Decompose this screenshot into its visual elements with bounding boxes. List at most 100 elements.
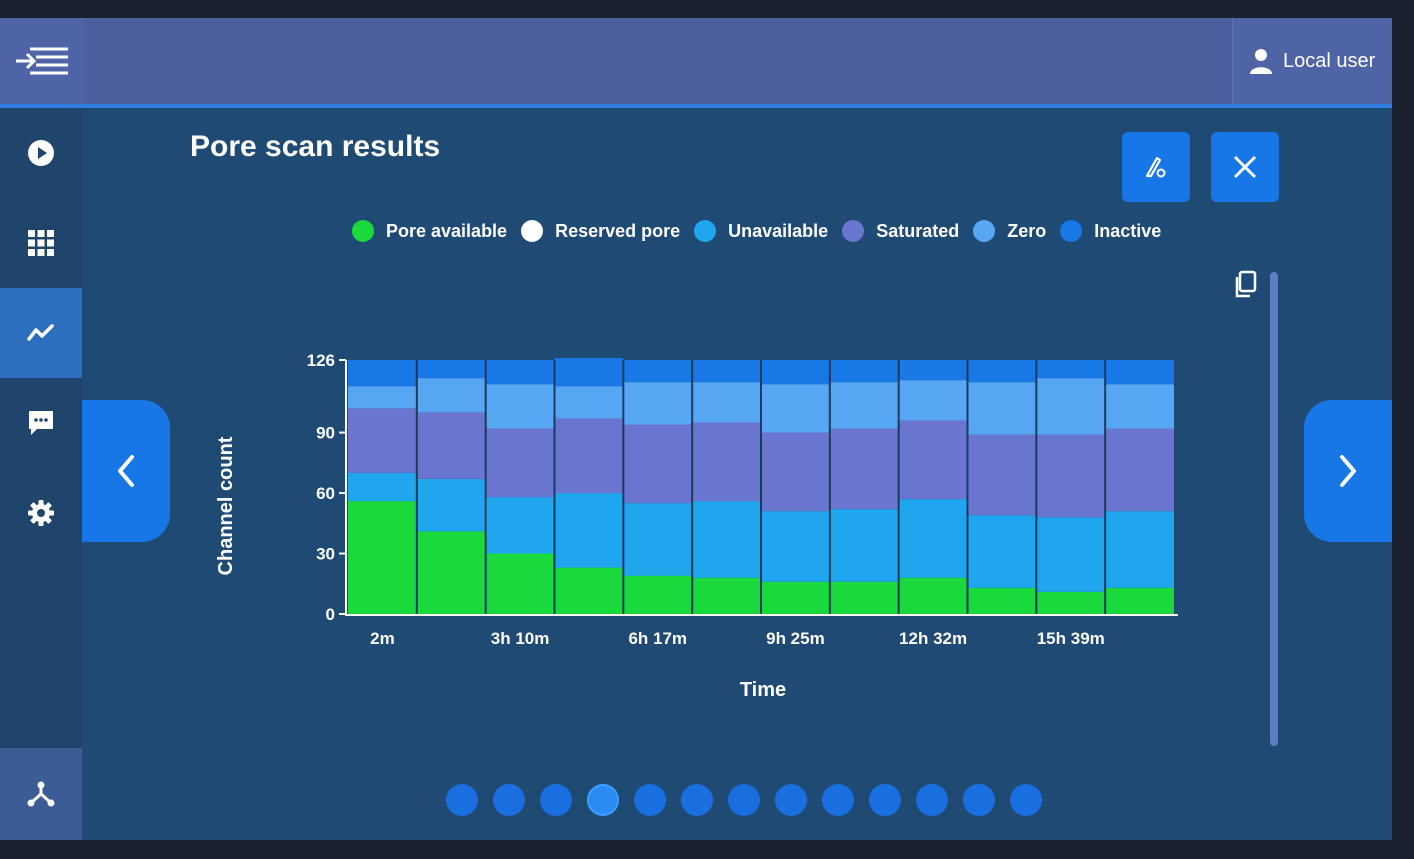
bar-segment[interactable]	[554, 567, 624, 614]
bar-segment[interactable]	[967, 434, 1037, 516]
bar-segment[interactable]	[1036, 378, 1106, 435]
bar-segment[interactable]	[898, 499, 968, 578]
bar-segment[interactable]	[554, 493, 624, 568]
bar-segment[interactable]	[692, 360, 761, 383]
scrollbar[interactable]	[1270, 272, 1278, 746]
bar-segment[interactable]	[416, 378, 486, 413]
page-dot[interactable]	[681, 784, 713, 816]
bar-segment[interactable]	[829, 509, 899, 582]
bar-segment[interactable]	[1105, 428, 1174, 512]
bar-segment[interactable]	[1036, 517, 1106, 592]
bar-segment[interactable]	[761, 511, 830, 582]
bar-segment[interactable]	[1105, 360, 1174, 385]
bar-segment[interactable]	[829, 428, 899, 510]
page-dot[interactable]	[728, 784, 760, 816]
bar-segment[interactable]	[348, 472, 417, 502]
bar-segment[interactable]	[692, 382, 761, 423]
sidebar-item-messages[interactable]	[0, 378, 82, 468]
close-button[interactable]	[1211, 132, 1279, 202]
previous-button[interactable]	[82, 400, 170, 542]
bar-segment[interactable]	[623, 503, 693, 576]
bar-segment[interactable]	[348, 408, 417, 473]
bar-segment[interactable]	[967, 360, 1037, 383]
bar-segment[interactable]	[967, 515, 1037, 588]
bar-segment[interactable]	[898, 380, 968, 421]
bar-segment[interactable]	[1036, 591, 1106, 614]
bar-segment[interactable]	[485, 384, 555, 429]
bar-segment[interactable]	[761, 581, 830, 614]
legend-item[interactable]: Unavailable	[694, 220, 828, 242]
page-dot[interactable]	[634, 784, 666, 816]
sidebar	[0, 108, 82, 840]
bar-segment[interactable]	[1105, 511, 1174, 588]
page-indicator	[446, 784, 1042, 816]
bar-segment[interactable]	[898, 420, 968, 500]
x-tick-label: 6h 17m	[628, 629, 687, 648]
page-dot[interactable]	[493, 784, 525, 816]
page-dot[interactable]	[775, 784, 807, 816]
bar-segment[interactable]	[485, 553, 555, 614]
bar-segment[interactable]	[967, 587, 1037, 614]
user-menu[interactable]: Local user	[1232, 18, 1392, 104]
sidebar-item-grid[interactable]	[0, 198, 82, 288]
x-tick-label: 9h 25m	[766, 629, 825, 648]
legend-item[interactable]: Pore available	[352, 220, 507, 242]
pen-icon	[1145, 156, 1166, 178]
bar-segment[interactable]	[623, 360, 693, 383]
bar-segment[interactable]	[761, 432, 830, 512]
bar-segment[interactable]	[623, 424, 693, 504]
legend-item[interactable]: Reserved pore	[521, 220, 680, 242]
copy-button[interactable]	[1232, 270, 1258, 305]
bar-segment[interactable]	[623, 382, 693, 425]
bar-segment[interactable]	[692, 577, 761, 614]
bar-segment[interactable]	[348, 386, 417, 409]
bar-segment[interactable]	[829, 360, 899, 383]
bar-segment[interactable]	[967, 382, 1037, 435]
bar-segment[interactable]	[692, 501, 761, 578]
bar-segment[interactable]	[348, 360, 417, 387]
annotate-button[interactable]	[1122, 132, 1190, 202]
legend-item[interactable]: Saturated	[842, 220, 959, 242]
next-button[interactable]	[1304, 400, 1392, 542]
bar-segment[interactable]	[829, 581, 899, 614]
page-dot[interactable]	[963, 784, 995, 816]
sidebar-item-network[interactable]	[0, 748, 82, 840]
bar-segment[interactable]	[898, 577, 968, 614]
bar-segment[interactable]	[485, 360, 555, 385]
bar-segment[interactable]	[485, 497, 555, 554]
bar-segment[interactable]	[348, 501, 417, 614]
legend-item[interactable]: Inactive	[1060, 220, 1161, 242]
sidebar-item-analysis[interactable]	[0, 288, 82, 378]
bar-segment[interactable]	[829, 382, 899, 429]
page-dot[interactable]	[446, 784, 478, 816]
page-dot[interactable]	[822, 784, 854, 816]
page-dot[interactable]	[540, 784, 572, 816]
bar-segment[interactable]	[485, 428, 555, 498]
bar-segment[interactable]	[416, 478, 486, 532]
bar-segment[interactable]	[1036, 434, 1106, 518]
bar-segment[interactable]	[1036, 360, 1106, 379]
bar-segment[interactable]	[416, 412, 486, 479]
bar-segment[interactable]	[416, 531, 486, 614]
bar-segment[interactable]	[761, 360, 830, 385]
page-dot[interactable]	[587, 784, 619, 816]
bar-segment[interactable]	[1105, 587, 1174, 614]
bar-segment[interactable]	[898, 360, 968, 381]
page-dot[interactable]	[869, 784, 901, 816]
main-content: Pore scan results Pore available Reserve…	[82, 108, 1392, 840]
x-tick-label: 12h 32m	[899, 629, 967, 648]
page-dot[interactable]	[1010, 784, 1042, 816]
bar-segment[interactable]	[554, 357, 624, 387]
sidebar-item-settings[interactable]	[0, 468, 82, 558]
legend-item[interactable]: Zero	[973, 220, 1046, 242]
bar-segment[interactable]	[692, 422, 761, 502]
sidebar-item-run[interactable]	[0, 108, 82, 198]
bar-segment[interactable]	[623, 575, 693, 614]
bar-segment[interactable]	[554, 418, 624, 494]
bar-segment[interactable]	[416, 360, 486, 379]
bar-segment[interactable]	[554, 386, 624, 419]
menu-toggle-button[interactable]	[0, 18, 84, 104]
page-dot[interactable]	[916, 784, 948, 816]
bar-segment[interactable]	[761, 384, 830, 433]
bar-segment[interactable]	[1105, 384, 1174, 429]
